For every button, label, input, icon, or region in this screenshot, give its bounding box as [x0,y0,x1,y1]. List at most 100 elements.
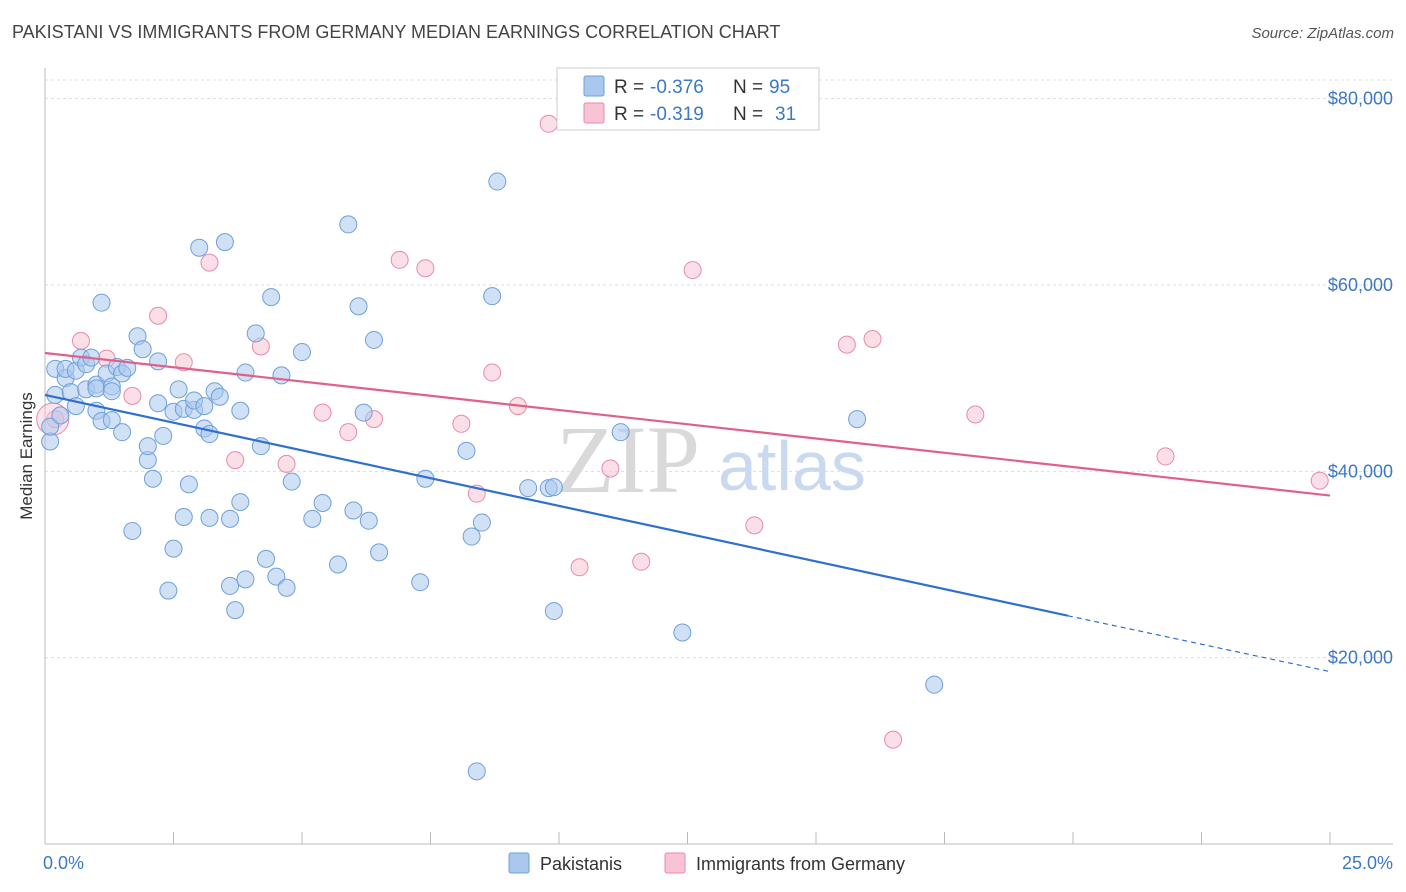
y-tick-label: $40,000 [1328,461,1393,481]
y-tick-labels: $20,000 $40,000 $60,000 $80,000 [1328,89,1393,668]
germany-trend-line [44,351,1331,497]
germany-point [149,306,168,325]
pakistani-trend-line [44,393,1069,617]
bottom-legend-label-pakistani: Pakistanis [540,854,622,874]
y-tick-label: $60,000 [1328,275,1393,295]
pakistani-point [41,417,60,436]
germany-point [123,386,142,405]
germany-point [313,403,332,422]
pakistani-point [221,576,240,595]
pakistani-point [457,441,476,460]
pakistani-point [221,509,240,528]
pakistani-point [231,493,250,512]
x-axis-ticks [173,832,1331,844]
pakistani-point [544,478,563,497]
pakistani-point [328,555,347,574]
germany-point [863,330,882,349]
x-tick-label-max: 25.0% [1342,853,1393,873]
pakistani-point [92,293,111,312]
pakistani-point [277,578,296,597]
pakistani-point [226,601,245,620]
legend-r-label-germany: R = [614,104,644,125]
legend-swatch-germany [583,102,605,124]
germany-point [570,558,589,577]
germany-point [683,261,702,280]
germany-point [884,730,903,749]
pakistani-point [190,238,209,257]
pakistani-point [236,570,255,589]
pakistani-point [354,403,373,422]
pakistani-point [272,366,291,385]
legend-n-value-pakistani: 95 [769,77,790,98]
bottom-legend-swatch-pakistani [508,852,530,874]
legend-r-value-pakistani: -0.376 [650,77,704,98]
pakistani-point [159,581,178,600]
pakistani-point [611,423,630,442]
pakistani-point [370,543,389,562]
source-label: Source: ZipAtlas.com [1251,25,1394,42]
pakistani-point [467,762,486,781]
correlation-legend: R = -0.376 N = 95 R = -0.319 N = 31 [556,67,820,131]
germany-point [745,516,764,535]
legend-n-label-pakistani: N = [733,77,763,98]
pakistani-point [51,406,70,425]
legend-n-label-germany: N = [733,104,763,125]
germany-point [837,335,856,354]
pakistani-point [102,411,121,430]
pakistani-point [339,215,358,234]
bottom-legend-label-germany: Immigrants from Germany [696,854,905,874]
pakistani-point [231,401,250,420]
pakistani-point [262,288,281,307]
pakistani-point [411,573,430,592]
bottom-legend-swatch-germany [664,852,686,874]
germany-point [966,405,985,424]
legend-swatch-pakistani [583,75,605,97]
pakistani-point [149,352,168,371]
pakistani-point [257,549,276,568]
series-legend: Pakistanis Immigrants from Germany [508,852,905,874]
pakistani-point [215,233,234,252]
watermark-zip: ZIP [556,406,700,513]
germany-point [200,253,219,272]
pakistani-point [364,330,383,349]
y-tick-label: $20,000 [1328,648,1393,668]
germany-point [483,363,502,382]
pakistani-point [210,387,229,406]
pakistani-point [113,423,132,442]
y-axis-label: Median Earnings [17,392,36,520]
pakistani-point [349,297,368,316]
pakistani-point [195,397,214,416]
legend-n-value-germany: 31 [775,104,796,125]
pakistani-point [154,426,173,445]
germany-point [1156,447,1175,466]
pakistani-point [87,379,106,398]
pakistani-point [149,394,168,413]
pakistani-points [41,172,944,781]
germany-point [416,259,435,278]
pakistani-point [133,340,152,359]
pakistani-point [472,513,491,532]
trend-lines [44,351,1331,673]
germany-point [277,454,296,473]
pakistani-point [236,363,255,382]
pakistani-trend-extension [1067,615,1331,673]
pakistani-point [488,172,507,191]
pakistani-point [462,527,481,546]
pakistani-point [282,472,301,491]
y-tick-label: $80,000 [1328,89,1393,109]
pakistani-point [143,469,162,488]
pakistani-point [179,475,198,494]
pakistani-point [174,507,193,526]
pakistani-point [303,509,322,528]
pakistani-point [344,501,363,520]
pakistani-point [164,539,183,558]
pakistani-point [519,479,538,498]
germany-point [71,331,90,350]
pakistani-point [138,437,157,456]
pakistani-point [848,410,867,429]
germany-point [601,459,620,478]
germany-point [539,114,558,133]
pakistani-point [359,511,378,530]
pakistani-point [102,382,121,401]
pakistani-point [483,287,502,306]
